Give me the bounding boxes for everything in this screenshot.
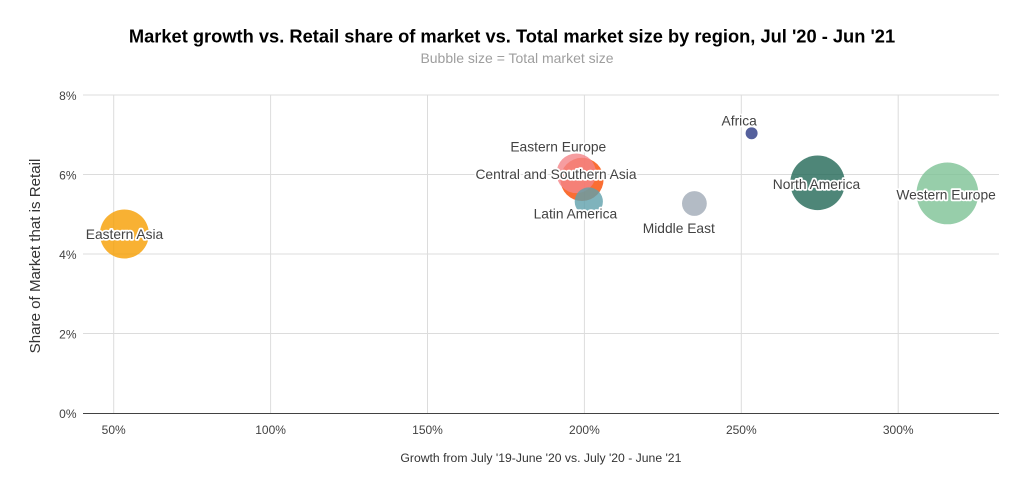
svg-text:Western Europe: Western Europe xyxy=(896,187,996,202)
svg-text:0%: 0% xyxy=(59,407,77,421)
svg-text:Share of Market that is Retail: Share of Market that is Retail xyxy=(27,159,44,354)
svg-text:North America: North America xyxy=(773,177,861,192)
svg-text:200%: 200% xyxy=(569,423,600,437)
svg-text:8%: 8% xyxy=(59,89,77,103)
svg-text:100%: 100% xyxy=(255,423,286,437)
svg-text:Growth from July '19-June '20: Growth from July '19-June '20 vs. July '… xyxy=(400,451,681,465)
svg-text:250%: 250% xyxy=(726,423,757,437)
svg-text:Middle East: Middle East xyxy=(643,221,715,236)
svg-text:2%: 2% xyxy=(59,327,77,341)
svg-text:Africa: Africa xyxy=(722,114,758,129)
svg-text:150%: 150% xyxy=(412,423,443,437)
svg-text:Eastern Asia: Eastern Asia xyxy=(86,227,164,242)
svg-text:Eastern Europe: Eastern Europe xyxy=(510,139,606,154)
svg-text:Central and Southern Asia: Central and Southern Asia xyxy=(475,167,636,182)
svg-text:Bubble size = Total market siz: Bubble size = Total market size xyxy=(420,50,613,66)
svg-text:4%: 4% xyxy=(59,248,77,262)
svg-text:300%: 300% xyxy=(883,423,914,437)
svg-text:Latin America: Latin America xyxy=(534,207,618,222)
svg-text:6%: 6% xyxy=(59,168,77,182)
svg-text:Market growth vs. Retail share: Market growth vs. Retail share of market… xyxy=(129,25,895,46)
svg-text:50%: 50% xyxy=(102,423,126,437)
